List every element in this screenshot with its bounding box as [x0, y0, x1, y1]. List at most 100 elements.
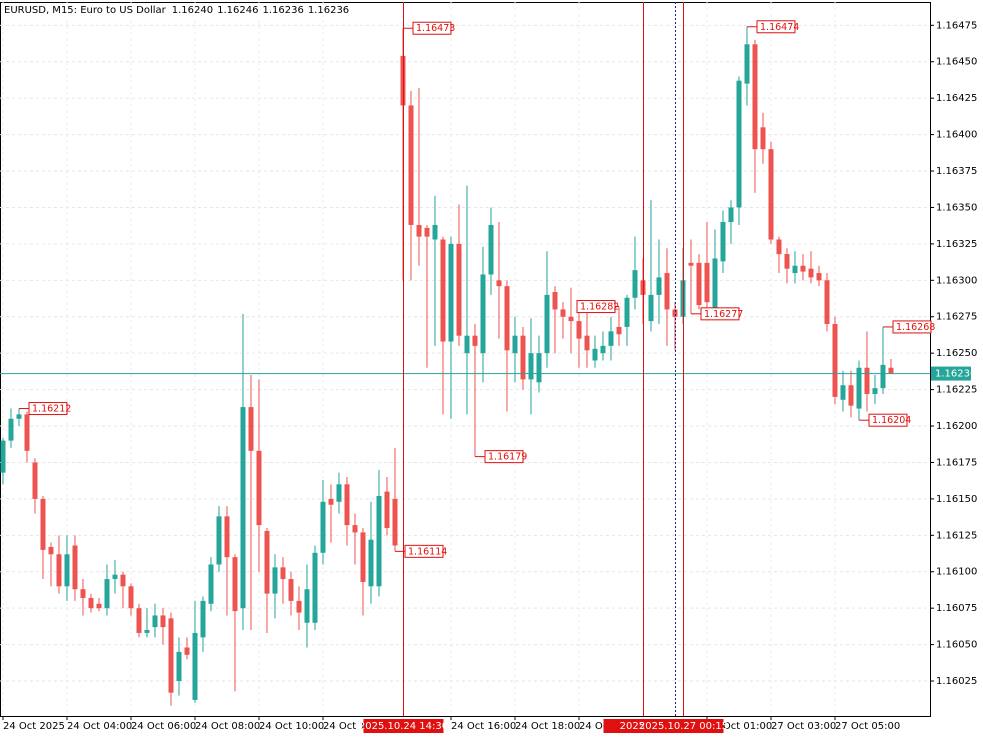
annotation-label: 1.16268	[896, 322, 935, 333]
candle-body	[656, 277, 662, 295]
candle-body	[856, 367, 862, 409]
candle-body	[840, 385, 846, 400]
y-tick-label: 1.16325	[936, 239, 977, 250]
candle-body	[792, 265, 798, 274]
candle-body	[696, 262, 702, 306]
candle-body	[176, 651, 182, 682]
candle-body	[512, 335, 518, 354]
grid	[0, 2, 930, 716]
annotation-box	[28, 402, 68, 416]
candle-body	[360, 532, 366, 582]
x-tick-label: 27 Oct 05:00	[835, 721, 900, 732]
candle-body	[648, 294, 654, 322]
y-tick-label: 1.16350	[936, 202, 977, 213]
candle-body	[112, 574, 118, 580]
candle-body	[880, 364, 886, 389]
candle-body	[64, 554, 70, 587]
candle-body	[672, 309, 678, 317]
candle-body	[344, 484, 350, 526]
header: EURUSD, M15: Euro to US Dollar 1.16240 1.1…	[4, 5, 349, 16]
candle-body	[832, 324, 838, 397]
y-tick-label: 1.16200	[936, 421, 977, 432]
annotation-label: 1.16282	[580, 302, 619, 313]
candle-body	[624, 297, 630, 327]
annotation-box	[412, 21, 452, 35]
candle-body	[728, 207, 734, 223]
y-tick-label: 1.16125	[936, 530, 977, 541]
x-tick-label: 27 Oct 01:00	[707, 721, 772, 732]
candle-body	[560, 309, 566, 317]
candle-body	[688, 262, 694, 266]
candle-body	[128, 586, 134, 609]
candle-body	[744, 44, 750, 84]
candle-body	[352, 525, 358, 533]
annotation-label: 1.16474	[760, 22, 799, 33]
candle-body	[888, 367, 894, 374]
candle-body	[552, 291, 558, 310]
plot-frame	[0, 2, 931, 717]
y-tick-label: 1.16225	[936, 385, 977, 396]
candle-body	[200, 600, 206, 638]
candle-body	[24, 414, 30, 451]
candle-body	[32, 462, 38, 499]
candle-body	[368, 539, 374, 587]
candle-body	[280, 567, 286, 580]
candle-body	[104, 579, 110, 609]
candle-body	[616, 326, 622, 335]
x-tick-label: 24 Oct 10:00	[259, 721, 324, 732]
annotation-label: 1.16114	[408, 546, 447, 557]
candle-body	[48, 546, 54, 555]
symbol-title: EURUSD, M15: Euro to US Dollar	[4, 5, 167, 16]
annotation-label: 1.16204	[872, 415, 911, 426]
annotation-box	[700, 307, 740, 321]
y-tick-label: 1.16100	[936, 567, 977, 578]
candle-body	[192, 632, 198, 700]
candle-body	[472, 335, 478, 346]
time-highlight-label: 2025.10.27 00:15	[639, 721, 728, 732]
candle-body	[504, 286, 510, 351]
annotation-label: 1.16277	[704, 309, 743, 320]
candle-body	[288, 579, 294, 601]
candle-body	[40, 498, 46, 550]
candle-body	[336, 484, 342, 502]
candle-body	[752, 44, 758, 150]
candle-body	[416, 224, 422, 237]
annotation-label: 1.16179	[488, 452, 527, 463]
y-tick-label: 1.16075	[936, 603, 977, 614]
candle-body	[488, 224, 494, 275]
time-highlight-label: 2025.10.24 14:30	[359, 721, 448, 732]
x-tick-label: 24 Oct 18:00	[515, 721, 580, 732]
annotation-label: 1.16473	[416, 23, 455, 34]
x-tick-label: 24 Oct 2025	[3, 721, 65, 732]
candle-body	[8, 418, 14, 441]
annotation-box	[484, 450, 524, 464]
header-value: 1.16236	[308, 5, 349, 16]
y-tick-label: 1.16025	[936, 676, 977, 687]
candle-body	[88, 597, 94, 609]
candle-body	[760, 127, 766, 150]
current-price-label: 1.16236	[935, 369, 976, 380]
candle-body	[808, 268, 814, 278]
candle-body	[496, 280, 502, 287]
candle-body	[232, 557, 238, 612]
candle-body	[456, 243, 462, 336]
candle-body	[632, 270, 638, 298]
candle-body	[712, 258, 718, 310]
x-tick-label: 24 Oct 12:00	[323, 721, 388, 732]
header-value: 1.16240	[172, 5, 213, 16]
y-tick-label: 1.16275	[936, 312, 977, 323]
candle-body	[536, 353, 542, 383]
annotation-box	[892, 320, 932, 334]
candle-body	[776, 239, 782, 255]
candle-body	[320, 501, 326, 553]
candle-body	[800, 265, 806, 272]
x-tick-label: 24 Oct 06:00	[131, 721, 196, 732]
candle-body	[768, 149, 774, 240]
candle-body	[272, 567, 278, 594]
candle-body	[448, 243, 454, 342]
annotation-box	[756, 20, 796, 34]
y-tick-label: 1.16425	[936, 93, 977, 104]
y-tick-label: 1.16300	[936, 275, 977, 286]
candle-body	[584, 335, 590, 351]
